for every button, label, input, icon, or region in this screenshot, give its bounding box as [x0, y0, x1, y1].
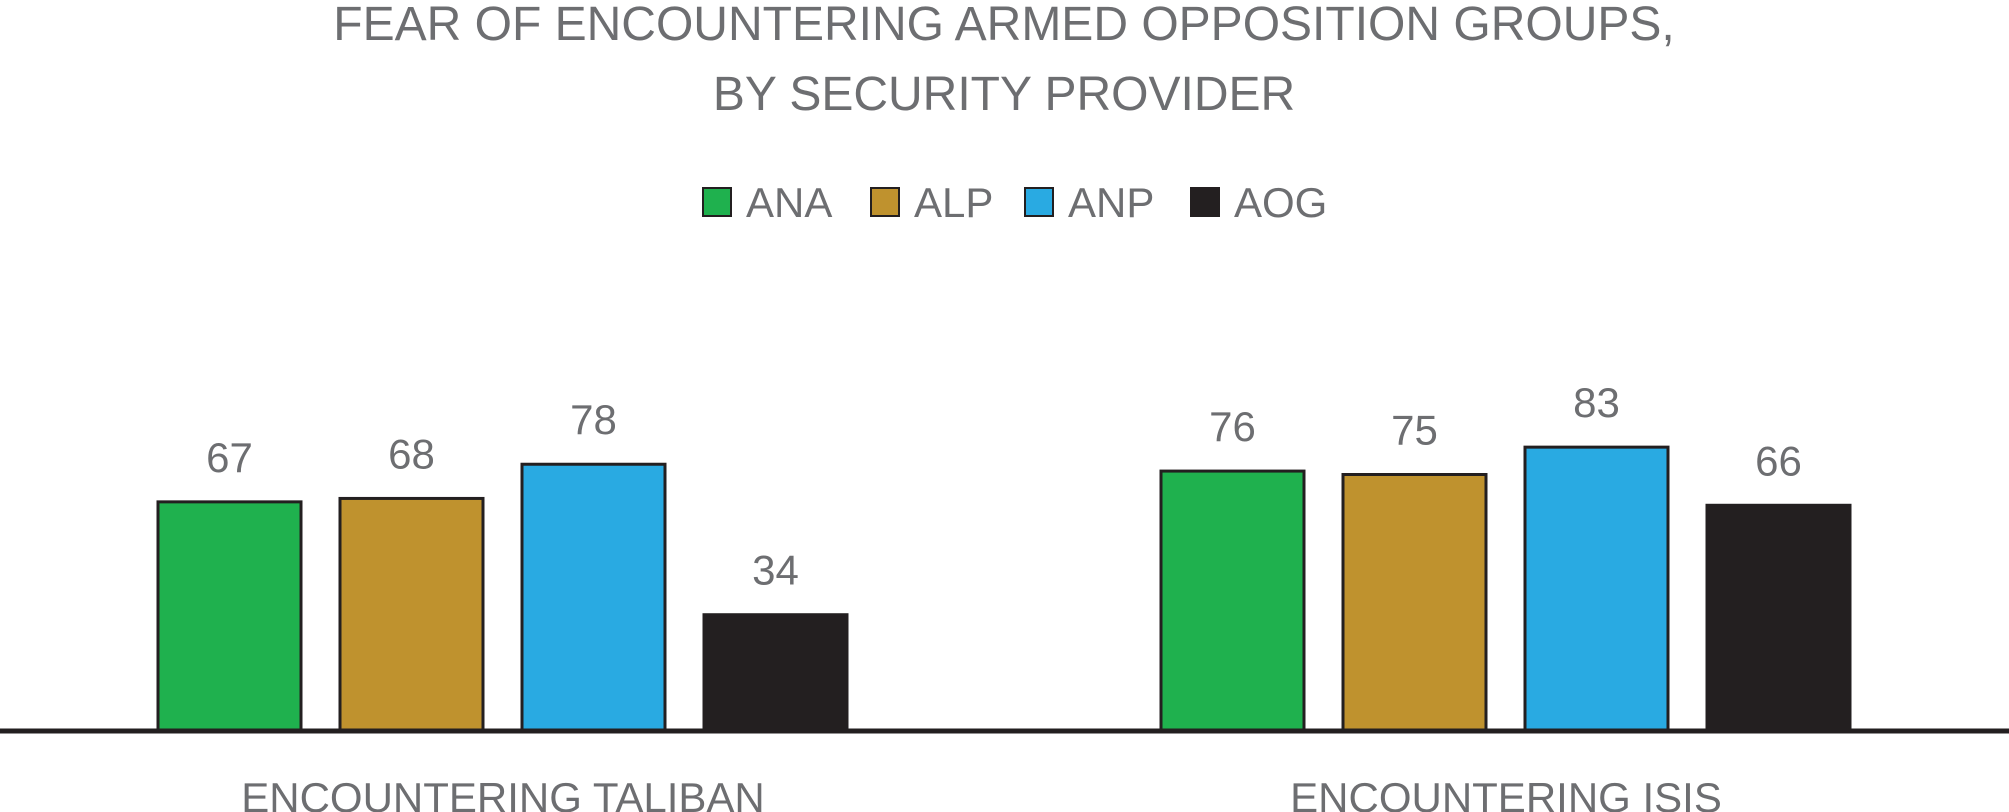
legend-label-ana: ANA [746, 179, 832, 226]
chart-title-line-1: FEAR OF ENCOUNTERING ARMED OPPOSITION GR… [333, 0, 1674, 51]
value-label-ana-isis: 76 [1209, 403, 1256, 450]
chart-title-line-2: BY SECURITY PROVIDER [713, 68, 1295, 121]
value-label-anp-isis: 83 [1573, 379, 1620, 426]
category-label-taliban: ENCOUNTERING TALIBAN [241, 774, 765, 812]
value-label-ana-taliban: 67 [206, 434, 253, 481]
chart-title: FEAR OF ENCOUNTERING ARMED OPPOSITION GR… [333, 0, 1674, 121]
value-label-anp-taliban: 78 [570, 396, 617, 443]
bar-aog-isis [1705, 503, 1852, 733]
value-label-aog-isis: 66 [1755, 437, 1802, 484]
legend-swatch-anp [1024, 187, 1054, 217]
bar-anp-taliban [520, 462, 667, 733]
bars [156, 445, 1852, 733]
legend-label-alp: ALP [914, 179, 993, 226]
value-label-alp-taliban: 68 [388, 430, 435, 477]
legend-label-anp: ANP [1068, 179, 1154, 226]
legend-label-aog: AOG [1234, 179, 1327, 226]
category-label-isis: ENCOUNTERING ISIS [1290, 774, 1722, 812]
category-labels: ENCOUNTERING TALIBAN ENCOUNTERING ISIS [241, 774, 1722, 812]
bar-ana-taliban [156, 500, 303, 733]
legend: ANA ALP ANP AOG [702, 179, 1327, 226]
bar-alp-taliban [338, 496, 485, 733]
legend-swatch-aog [1190, 187, 1220, 217]
bar-alp-isis [1341, 473, 1488, 733]
bar-aog-taliban [702, 613, 849, 733]
legend-swatch-alp [870, 187, 900, 217]
bar-anp-isis [1523, 445, 1670, 733]
value-labels: 67 68 78 34 76 75 83 66 [206, 379, 1802, 594]
value-label-alp-isis: 75 [1391, 407, 1438, 454]
value-label-aog-taliban: 34 [752, 547, 799, 594]
bar-ana-isis [1159, 469, 1306, 733]
legend-swatch-ana [702, 187, 732, 217]
